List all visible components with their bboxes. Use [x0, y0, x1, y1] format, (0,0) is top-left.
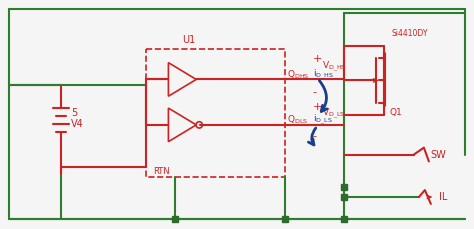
Text: -: - — [312, 131, 317, 141]
Text: RTN: RTN — [154, 167, 170, 176]
Text: Q$_\mathregular{DHS}$: Q$_\mathregular{DHS}$ — [287, 68, 309, 81]
Text: 5: 5 — [71, 108, 77, 118]
FancyArrowPatch shape — [319, 81, 327, 112]
Text: Si4410DY: Si4410DY — [391, 28, 428, 38]
Text: +: + — [312, 102, 322, 112]
Text: SW: SW — [431, 150, 447, 160]
FancyArrowPatch shape — [309, 128, 316, 145]
Text: Q$_\mathregular{DLS}$: Q$_\mathregular{DLS}$ — [287, 114, 308, 126]
Text: V$_\mathregular{D\_HS}$: V$_\mathregular{D\_HS}$ — [321, 59, 346, 74]
Text: -: - — [312, 87, 317, 97]
Text: +: + — [312, 54, 322, 64]
Text: IL: IL — [439, 192, 447, 202]
Text: i$_\mathregular{D\_LS}$: i$_\mathregular{D\_LS}$ — [312, 113, 332, 127]
Bar — [146, 49, 285, 177]
Text: V$_\mathregular{D\_LS}$: V$_\mathregular{D\_LS}$ — [321, 107, 345, 121]
Text: V4: V4 — [71, 119, 84, 129]
Text: i$_\mathregular{D\_HS}$: i$_\mathregular{D\_HS}$ — [312, 67, 334, 82]
Text: Q1: Q1 — [389, 108, 402, 117]
Text: U1: U1 — [182, 35, 196, 45]
